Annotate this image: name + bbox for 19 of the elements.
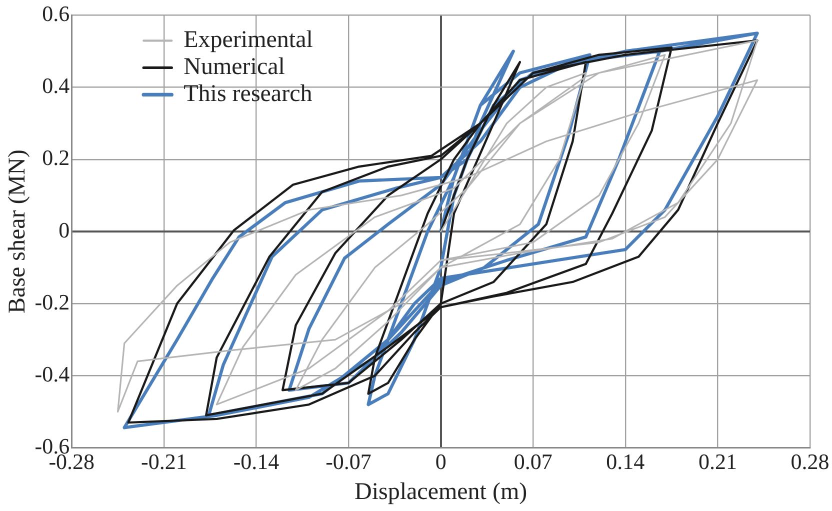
x-tick-label: 0.28	[790, 448, 830, 474]
y-axis-title: Base shear (MN)	[4, 150, 31, 314]
x-tick-label: -0.14	[233, 448, 280, 474]
y-tick-label: -0.2	[34, 289, 70, 314]
legend-label: Numerical	[184, 54, 286, 80]
x-axis-title: Displacement (m)	[354, 478, 528, 505]
x-tick-label: 0.07	[514, 448, 552, 474]
x-tick-label: -0.07	[326, 448, 372, 474]
y-tick-label: 0.2	[42, 145, 70, 170]
x-tick-label: 0.21	[698, 448, 737, 474]
y-tick-label: -0.4	[34, 361, 70, 386]
legend-label: Experimental	[184, 26, 314, 53]
legend-label: This research	[184, 80, 312, 107]
x-tick-label: 0	[435, 448, 446, 474]
y-tick-label: 0.6	[42, 0, 70, 26]
x-tick-label: 0.14	[606, 448, 645, 474]
y-tick-label: 0	[58, 217, 70, 242]
y-tick-label: 0.4	[42, 73, 70, 98]
x-tick-label: -0.21	[141, 448, 187, 474]
